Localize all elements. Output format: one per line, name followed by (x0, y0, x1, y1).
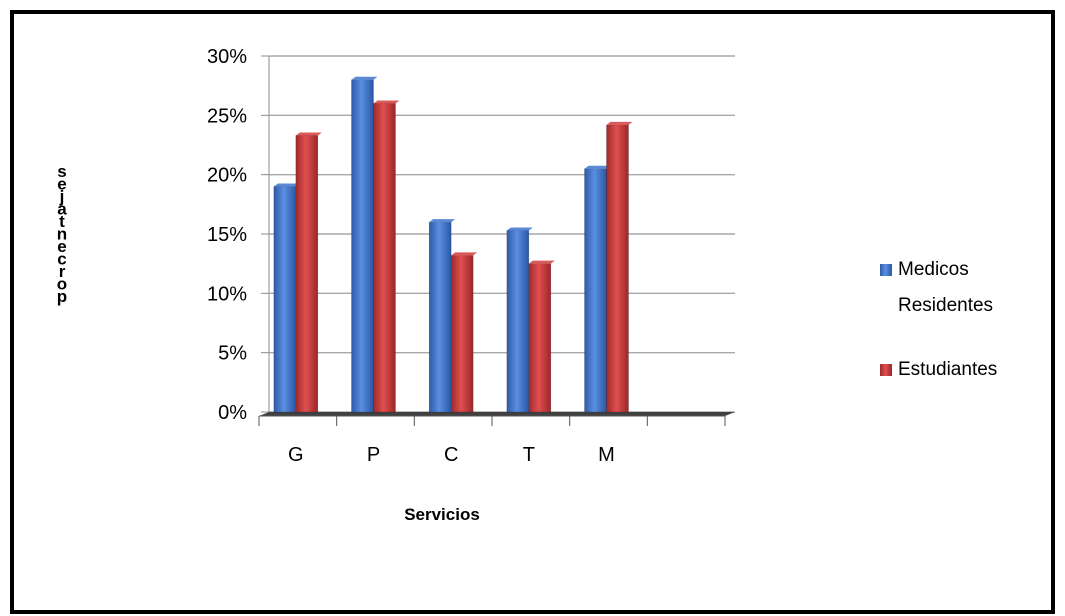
y-axis-title-letter: p (57, 287, 67, 306)
bar-estudiantes-g (295, 135, 319, 413)
bar-top (606, 121, 633, 125)
legend-label: Medicos (898, 259, 969, 280)
y-axis-title-letter: r (59, 262, 66, 281)
y-axis-title-letter: t (59, 212, 65, 231)
bar-top (273, 183, 300, 187)
bar-top (295, 132, 322, 136)
y-axis-title-letter: n (57, 225, 67, 244)
bar-chart: 0%5%10%15%20%25%30%G P C T M Servicios sejat… (57, 46, 997, 524)
gridlines (269, 55, 735, 413)
bar-medicos-g (273, 186, 297, 413)
y-tick-label: 30% (207, 46, 247, 68)
x-axis-title: Servicios (404, 505, 480, 524)
legend-label: Estudiantes (898, 359, 997, 380)
bar-medicos-m (584, 168, 607, 413)
y-tick-label: 15% (207, 224, 247, 246)
y-axis-title-letter: c (57, 250, 66, 269)
bar-estudiantes-t (528, 263, 552, 413)
bar-estudiantes-p (373, 103, 396, 413)
bar-top (429, 219, 456, 223)
y-tick-label: 25% (207, 105, 247, 127)
y-tick-label: 10% (207, 283, 247, 305)
y-axis-title-letter: e (57, 175, 66, 194)
x-tick-label: M (598, 444, 615, 466)
legend: Medicos Residentes Estudiantes (880, 259, 997, 380)
y-axis-title-letter: j (59, 187, 65, 206)
bar-top (528, 260, 555, 264)
bar-top (351, 76, 378, 80)
bar-medicos-c (428, 221, 452, 413)
legend-label: Residentes (898, 295, 993, 316)
x-tick-label: G (288, 444, 304, 466)
y-tick-label: 5% (218, 343, 247, 365)
legend-swatch-estudiantes (880, 364, 892, 376)
legend-swatch-medicos (880, 264, 892, 276)
tick-labels: 0% 5% 10% 15% 20% 25% 30% G P C T M (207, 46, 615, 466)
bar-top (584, 165, 611, 169)
bar-top (373, 100, 400, 104)
y-axis-title-letter: s (57, 162, 66, 181)
floor (259, 412, 735, 416)
bar-top (451, 252, 478, 256)
x-tick-label: T (523, 444, 535, 466)
axes (258, 55, 735, 426)
y-tick-label: 0% (218, 402, 247, 424)
y-axis-title-letter: e (57, 237, 66, 256)
bar-estudiantes-c (450, 255, 474, 413)
bar-medicos-t (506, 230, 530, 413)
bar-top (506, 227, 533, 231)
y-axis-title-letter: o (57, 275, 67, 294)
x-tick-label: C (444, 444, 458, 466)
bar-medicos-p (351, 79, 374, 413)
bars (273, 76, 633, 413)
y-tick-label: 20% (207, 165, 247, 187)
x-tick-label: P (367, 444, 380, 466)
y-axis-title-letter: a (57, 200, 67, 219)
bar-estudiantes-m (606, 124, 629, 413)
